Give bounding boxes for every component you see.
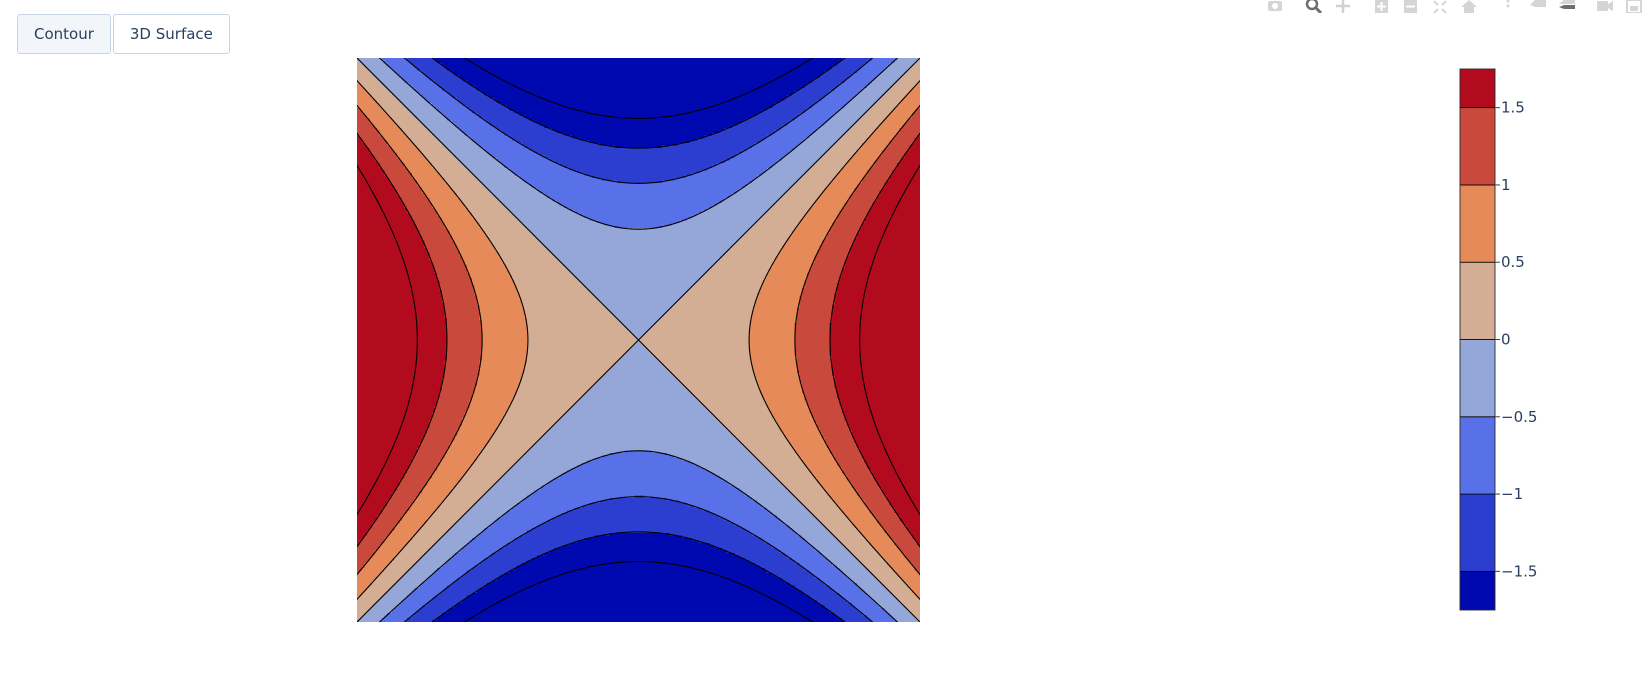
colorbar-segment <box>1460 340 1495 417</box>
colorbar-tick-label: −0.5 <box>1501 408 1537 426</box>
colorbar-tick-label: 1 <box>1501 176 1511 194</box>
colorbar-segment <box>1460 185 1495 262</box>
colorbar-segment <box>1460 69 1495 108</box>
colorbar: 1.5 1 0.5 0 −0.5 −1 −1.5 <box>1460 69 1537 610</box>
colorbar-tick-label: 0.5 <box>1501 253 1525 271</box>
colorbar-tick-label: −1 <box>1501 485 1523 503</box>
colorbar-segment <box>1460 417 1495 494</box>
colorbar-segment <box>1460 108 1495 185</box>
colorbar-segment <box>1460 262 1495 339</box>
contour-plot[interactable] <box>281 0 997 693</box>
colorbar-tick-label: 0 <box>1501 331 1511 349</box>
colorbar-tick-label: 1.5 <box>1501 99 1525 117</box>
colorbar-segment <box>1460 571 1495 610</box>
colorbar-tick-label: −1.5 <box>1501 562 1537 580</box>
colorbar-segment <box>1460 494 1495 571</box>
